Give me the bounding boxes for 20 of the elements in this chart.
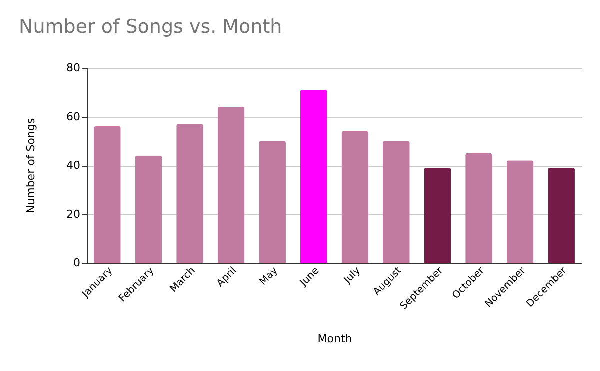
chart-title: Number of Songs vs. Month <box>19 16 282 38</box>
y-tick-label: 80 <box>66 62 80 74</box>
bar <box>135 156 162 263</box>
bar <box>342 131 369 263</box>
bar <box>259 141 286 263</box>
y-tick-label: 20 <box>66 208 80 221</box>
bar <box>548 168 575 263</box>
bar <box>506 160 534 263</box>
bar <box>466 153 492 263</box>
y-axis-title: Number of Songs <box>24 118 38 214</box>
y-tick-label: 0 <box>74 256 80 270</box>
bar <box>300 90 328 263</box>
bar <box>383 141 410 263</box>
bar <box>176 124 204 263</box>
bar <box>424 168 452 263</box>
y-tick-label: 40 <box>66 159 80 172</box>
y-tick-label: 60 <box>66 110 80 124</box>
x-axis-title: Month <box>318 332 352 346</box>
bar <box>94 126 121 263</box>
bar <box>218 107 245 263</box>
